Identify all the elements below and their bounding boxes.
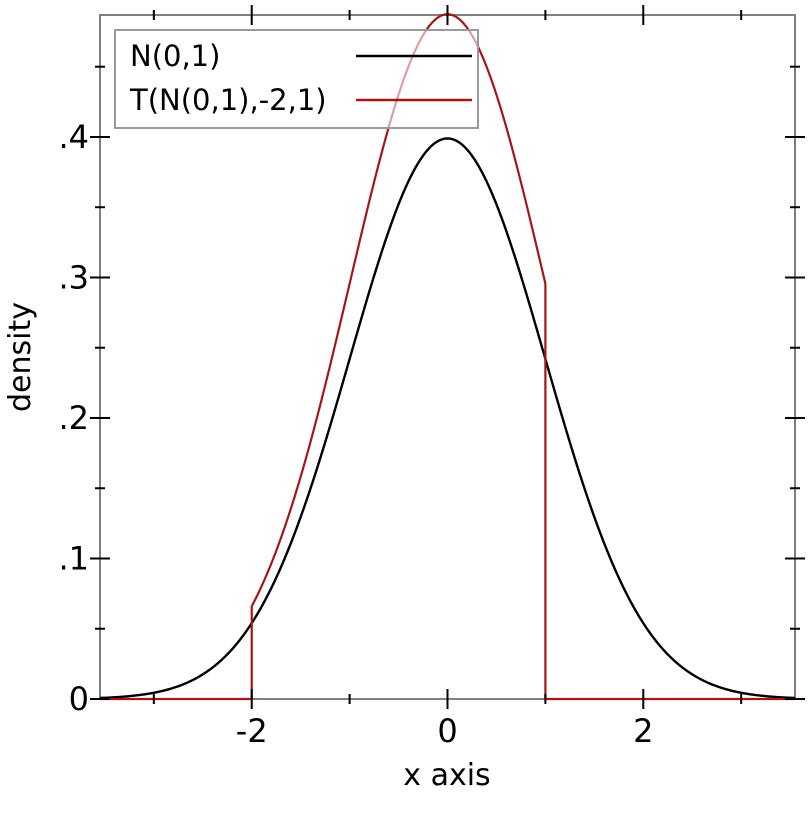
legend-label-truncated: T(N(0,1),-2,1) (129, 83, 327, 117)
x-tick-label: 0 (437, 712, 457, 750)
y-tick-label: .1 (58, 539, 89, 577)
axis-ticks-group (90, 5, 805, 709)
y-tick-label: .2 (58, 399, 89, 437)
x-axis-label: x axis (403, 758, 490, 793)
normal-density-curve (99, 137, 796, 700)
axis-tick-labels-group: -2 0 2 0 .1 .2 .3 .4 (58, 118, 653, 750)
y-tick-label: .4 (58, 118, 89, 156)
legend-box (114, 29, 479, 129)
x-tick-label: 2 (633, 712, 653, 750)
y-tick-label: 0 (69, 680, 89, 718)
y-tick-label: .3 (58, 258, 89, 296)
legend-label-normal: N(0,1) (130, 39, 220, 73)
legend: N(0,1) T(N(0,1),-2,1) (114, 29, 479, 129)
y-axis-label: density (3, 302, 38, 412)
x-tick-label: -2 (236, 712, 268, 750)
